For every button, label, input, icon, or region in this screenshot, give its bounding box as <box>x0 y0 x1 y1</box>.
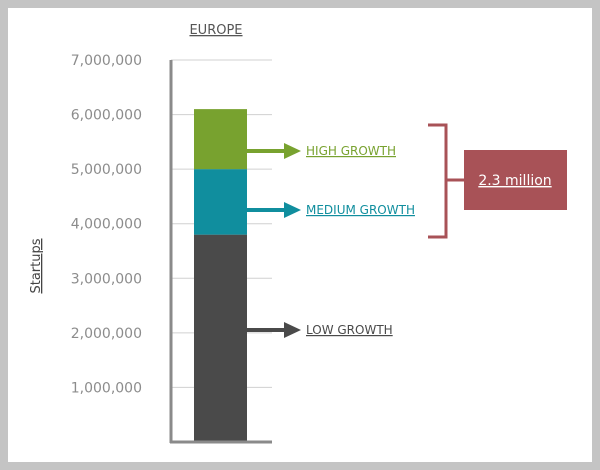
bracket-line <box>428 123 448 239</box>
callout-high-growth: HIGH GROWTH <box>245 143 396 159</box>
arrow-head-icon <box>284 143 301 159</box>
callout-label-high-growth: HIGH GROWTH <box>306 144 396 158</box>
y-tick-label: 2,000,000 <box>71 326 142 342</box>
callout-label-medium-growth: MEDIUM GROWTH <box>306 203 415 217</box>
arrow-head-icon <box>284 202 301 218</box>
callout-label-low-growth: LOW GROWTH <box>306 323 393 337</box>
annotation-box <box>464 150 567 210</box>
bar-segment-low-growth <box>194 234 247 442</box>
axes <box>169 60 272 444</box>
y-tick-label: 3,000,000 <box>71 271 142 287</box>
y-tick-label: 5,000,000 <box>71 162 142 178</box>
series-callouts: LOW GROWTH MEDIUM GROWTH HIGH GROWTH <box>245 143 415 338</box>
y-tick-label: 4,000,000 <box>71 217 142 233</box>
y-tick-label: 7,000,000 <box>71 53 142 69</box>
callout-medium-growth: MEDIUM GROWTH <box>245 202 415 218</box>
annotation-label: 2.3 million <box>478 173 551 189</box>
arrow-head-icon <box>284 322 301 338</box>
bar-segments <box>194 109 247 442</box>
y-tick-label: 1,000,000 <box>71 380 142 396</box>
callout-low-growth: LOW GROWTH <box>245 322 393 338</box>
y-tick-label: 6,000,000 <box>71 108 142 124</box>
chart-frame: 1,000,000 2,000,000 3,000,000 4,000,000 5,00… <box>8 8 592 462</box>
y-tick-labels: 1,000,000 2,000,000 3,000,000 4,000,000 5,00… <box>71 53 142 396</box>
bar-segment-medium-growth <box>194 169 247 235</box>
chart-title: EUROPE <box>189 23 242 38</box>
y-axis-label: Startups <box>29 238 44 293</box>
stacked-bar-chart: 1,000,000 2,000,000 3,000,000 4,000,000 5,00… <box>29 23 567 444</box>
bar-segment-high-growth <box>194 109 247 170</box>
growth-bracket: 2.3 million <box>428 123 567 239</box>
